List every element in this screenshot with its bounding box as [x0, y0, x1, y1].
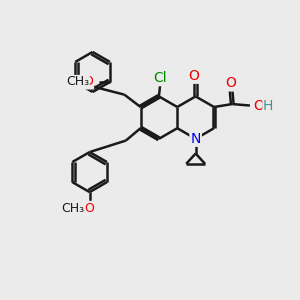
Text: N: N: [190, 132, 201, 146]
Text: CH₃: CH₃: [61, 202, 84, 215]
Text: Cl: Cl: [154, 71, 167, 85]
Text: O: O: [189, 69, 200, 83]
Text: O: O: [85, 202, 94, 215]
Text: O: O: [83, 76, 93, 88]
Text: O: O: [253, 98, 264, 112]
Text: O: O: [225, 76, 236, 91]
Text: CH₃: CH₃: [66, 76, 89, 88]
Text: H: H: [263, 98, 273, 112]
